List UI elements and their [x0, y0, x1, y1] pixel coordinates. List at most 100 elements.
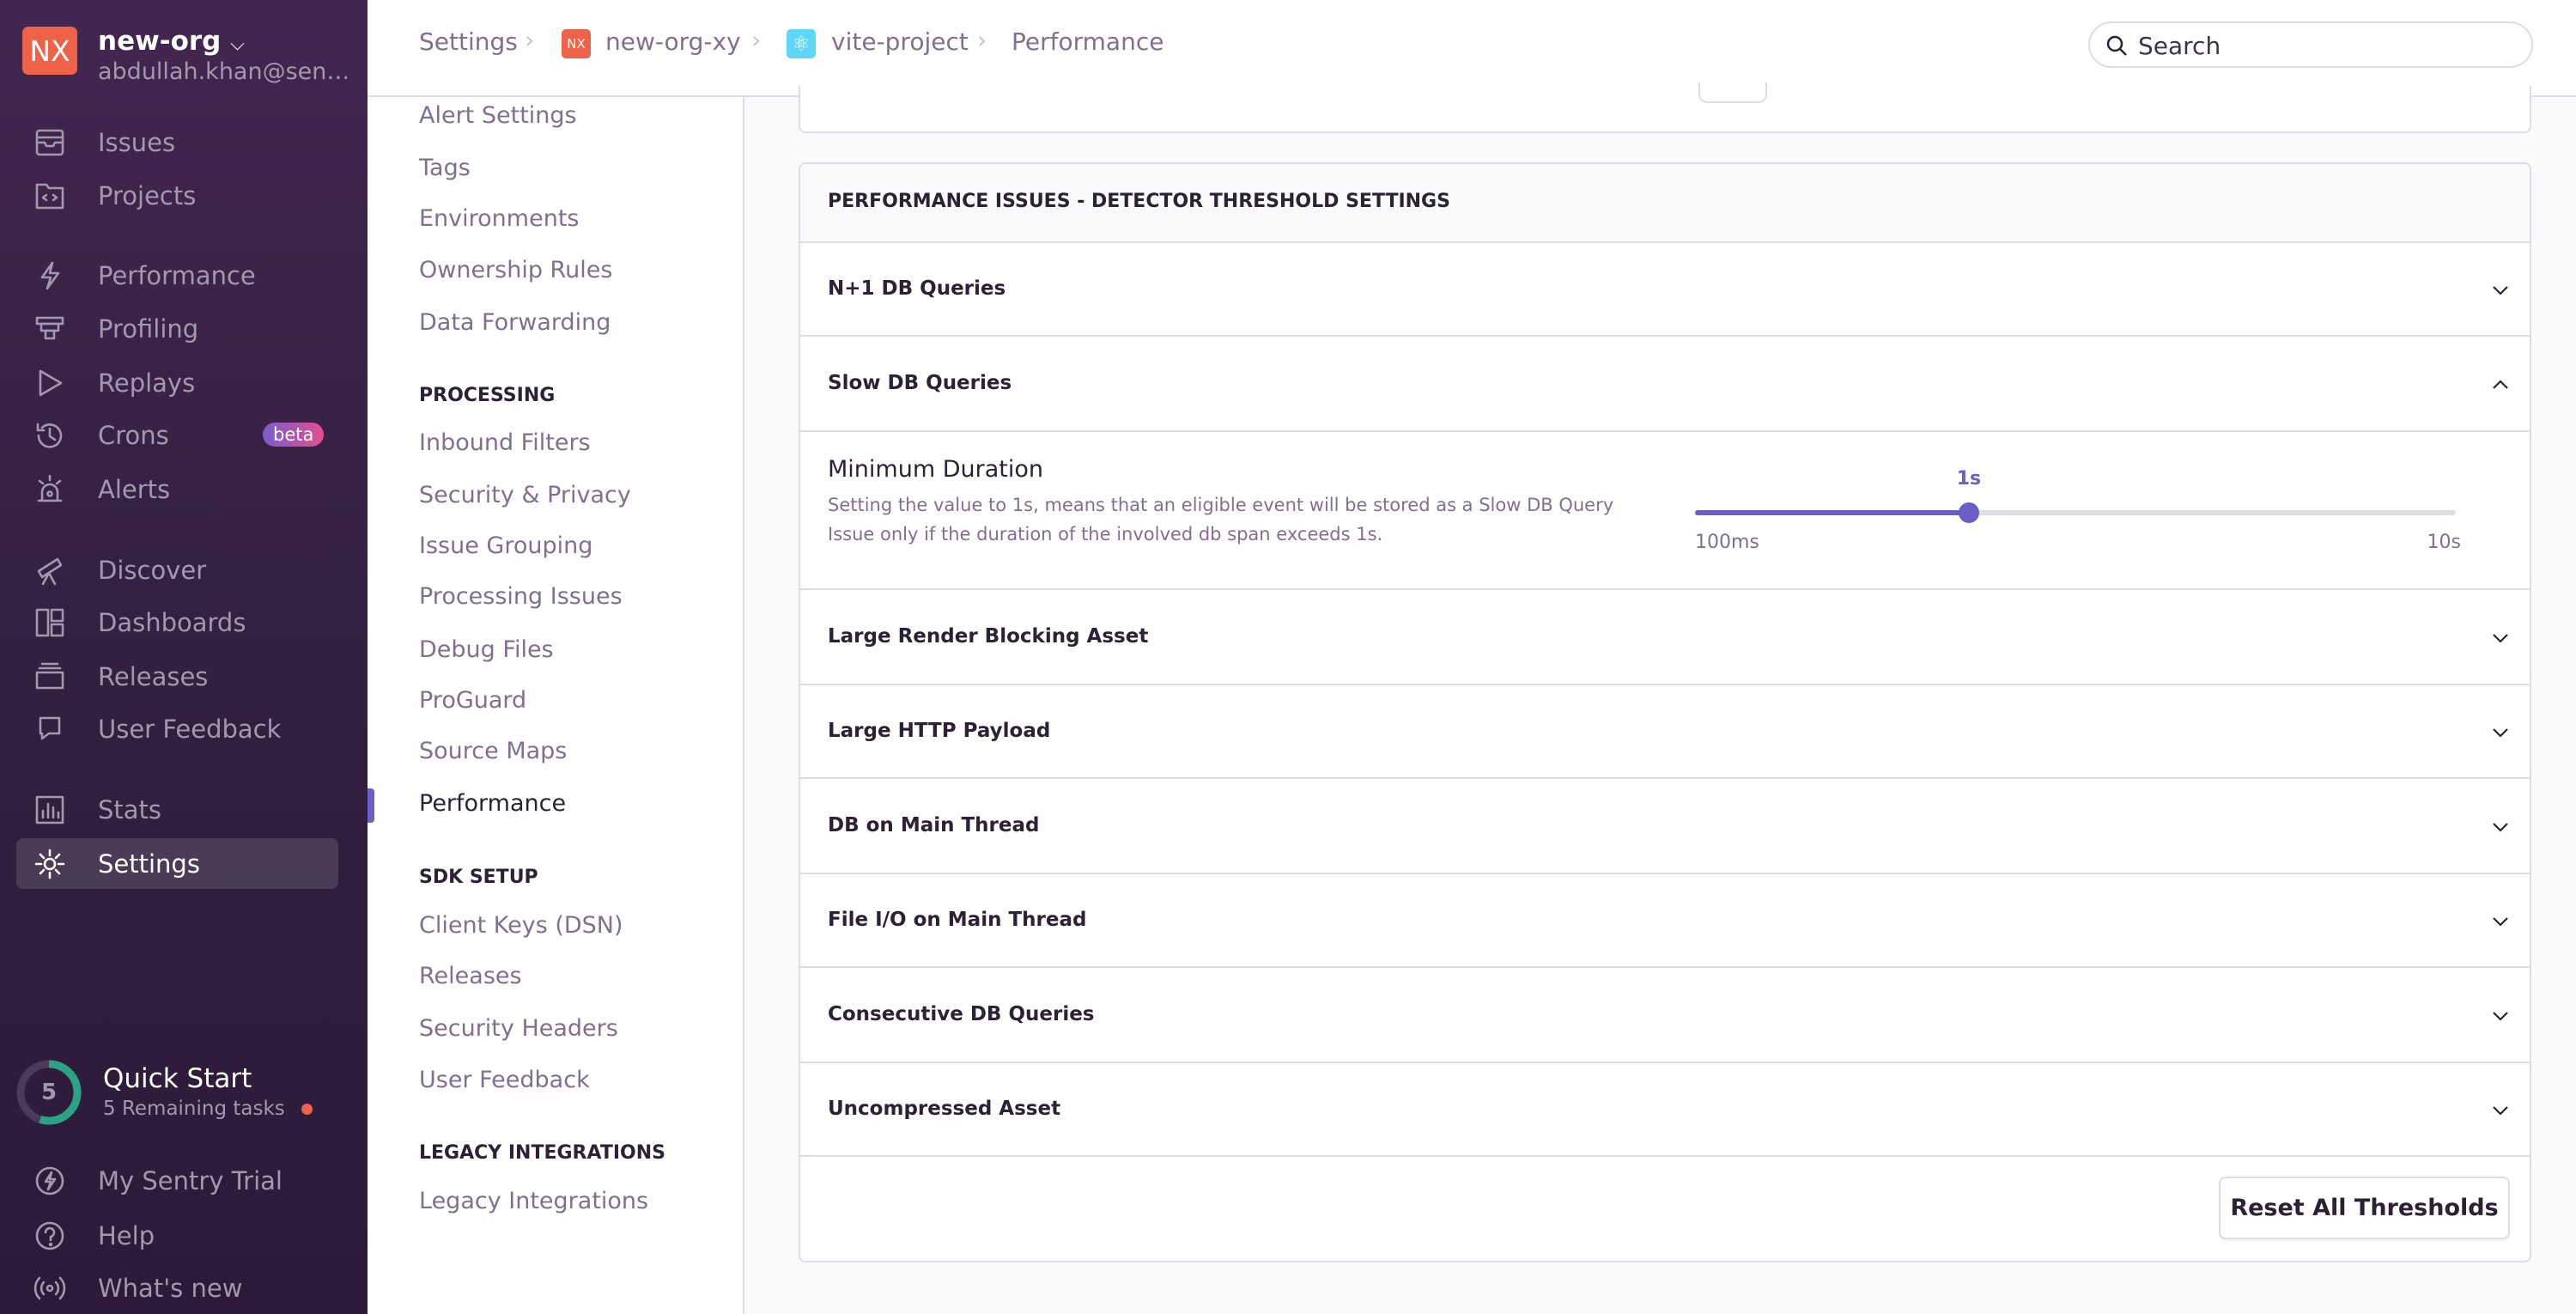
sidebar-item-what-s-new[interactable]: What's new: [33, 1267, 333, 1310]
sidebar-item-performance[interactable]: Performance: [33, 254, 333, 297]
sidebar-item-label: User Feedback: [98, 715, 282, 744]
divider: [800, 430, 2530, 432]
detector-row[interactable]: File I/O on Main Thread: [800, 873, 2530, 966]
breadcrumb-settings[interactable]: Settings: [419, 27, 518, 56]
sidebar-item-settings[interactable]: Settings: [33, 843, 333, 885]
settings-nav-item[interactable]: Client Keys (DSN): [419, 912, 623, 939]
sidebar-item-issues[interactable]: Issues: [33, 121, 333, 164]
settings-nav-item[interactable]: Performance: [419, 790, 567, 817]
settings-nav-item[interactable]: Security Headers: [419, 1015, 618, 1042]
detector-row[interactable]: Consecutive DB Queries: [800, 966, 2530, 1062]
active-highlight: [16, 838, 338, 889]
settings-nav-item[interactable]: Environments: [419, 205, 580, 232]
settings-nav-item[interactable]: Alert Settings: [419, 102, 577, 129]
quick-start-progress-ring[interactable]: 5: [15, 1059, 82, 1126]
siren-icon: [33, 472, 67, 507]
detector-row[interactable]: DB on Main Thread: [800, 777, 2530, 873]
detector-title: Consecutive DB Queries: [828, 1002, 1095, 1025]
reset-all-thresholds-button[interactable]: Reset All Thresholds: [2219, 1177, 2510, 1239]
settings-nav-item[interactable]: Debug Files: [419, 636, 554, 663]
search-input[interactable]: Search: [2088, 21, 2533, 68]
settings-nav-item[interactable]: Issue Grouping: [419, 532, 593, 559]
field-label: Minimum Duration: [828, 456, 1043, 483]
chevron-down-icon[interactable]: [2490, 628, 2511, 648]
sidebar-item-dashboards[interactable]: Dashboards: [33, 601, 333, 644]
settings-nav-item[interactable]: Processing Issues: [419, 583, 623, 610]
chevron-down-icon[interactable]: [2490, 1006, 2511, 1026]
slider-max-label: 10s: [2427, 532, 2461, 553]
sidebar-item-label: Alerts: [98, 475, 171, 504]
settings-nav-item[interactable]: Tags: [419, 155, 471, 181]
partial-control: [1698, 82, 1767, 103]
detector-row[interactable]: Large HTTP Payload: [800, 684, 2530, 777]
chevron-down-icon[interactable]: [2490, 722, 2511, 743]
settings-nav-item[interactable]: Releases: [419, 963, 522, 989]
chevron-down-icon[interactable]: [2490, 817, 2511, 837]
sidebar-item-profiling[interactable]: Profiling: [33, 307, 333, 350]
notification-dot: [301, 1104, 313, 1115]
sidebar-item-label: Stats: [98, 795, 162, 824]
panel-title: PERFORMANCE ISSUES - DETECTOR THRESHOLD …: [828, 191, 1450, 212]
duration-slider[interactable]: 1s 100ms 10s: [1695, 468, 2461, 553]
previous-panel: [799, 82, 2531, 133]
settings-nav-item[interactable]: Ownership Rules: [419, 257, 613, 283]
breadcrumb-project[interactable]: vite-project: [831, 27, 969, 56]
breadcrumb-current: Performance: [1012, 27, 1164, 56]
minimum-duration-field: Minimum Duration Setting the value to 1s…: [800, 430, 2530, 588]
quick-start-subtitle: 5 Remaining tasks: [103, 1098, 313, 1120]
lightning-circle-icon: [33, 1164, 67, 1198]
detector-row[interactable]: N+1 DB Queries: [800, 241, 2530, 335]
quick-start-count: 5: [40, 1080, 58, 1105]
sidebar-item-label: Help: [98, 1221, 155, 1250]
breadcrumb-separator: ›: [525, 26, 535, 54]
sidebar-item-label: Settings: [98, 849, 200, 879]
profiling-icon: [33, 312, 67, 346]
settings-nav-item[interactable]: Source Maps: [419, 738, 568, 764]
field-description: Issue only if the duration of the involv…: [828, 524, 1383, 544]
sidebar: NX new-org ⌵ abdullah.khan@sen… Issues Pr…: [0, 0, 368, 1314]
beta-badge: beta: [263, 423, 325, 447]
lightning-icon: [33, 259, 67, 293]
detector-row[interactable]: Large Render Blocking Asset: [800, 588, 2530, 684]
sidebar-item-stats[interactable]: Stats: [33, 788, 333, 831]
settings-nav-item[interactable]: Legacy Integrations: [419, 1188, 649, 1214]
panel-header: PERFORMANCE ISSUES - DETECTOR THRESHOLD …: [800, 164, 2530, 241]
org-switcher[interactable]: new-org ⌵: [98, 26, 245, 57]
field-description: Setting the value to 1s, means that an e…: [828, 495, 1614, 515]
slider-thumb[interactable]: [1958, 502, 1979, 523]
chevron-up-icon[interactable]: [2490, 374, 2511, 395]
chevron-down-icon[interactable]: [2490, 911, 2511, 932]
chevron-down-icon[interactable]: [2490, 1100, 2511, 1121]
sidebar-item-replays[interactable]: Replays: [33, 362, 333, 405]
settings-nav-item[interactable]: Security & Privacy: [419, 482, 631, 508]
chevron-down-icon: ⌵: [230, 33, 245, 55]
settings-nav-item[interactable]: User Feedback: [419, 1067, 590, 1093]
user-email: abdullah.khan@sen…: [98, 58, 347, 85]
sidebar-item-releases[interactable]: Releases: [33, 655, 333, 698]
settings-nav-heading: SDK SETUP: [419, 867, 538, 888]
search-icon: [2106, 35, 2127, 56]
sidebar-item-projects[interactable]: Projects: [33, 174, 333, 217]
settings-nav-item[interactable]: ProGuard: [419, 687, 527, 714]
settings-nav-item[interactable]: Data Forwarding: [419, 309, 611, 336]
sidebar-item-label: Replays: [98, 368, 196, 398]
sidebar-item-alerts[interactable]: Alerts: [33, 468, 333, 511]
quick-start-title[interactable]: Quick Start: [103, 1063, 252, 1094]
breadcrumb-org[interactable]: new-org-xy: [605, 27, 741, 56]
chevron-down-icon[interactable]: [2490, 280, 2511, 301]
detector-row[interactable]: Slow DB Queries: [800, 335, 2530, 430]
folder-code-icon: [33, 179, 67, 213]
sidebar-item-my-sentry-trial[interactable]: My Sentry Trial: [33, 1159, 333, 1202]
sidebar-item-user-feedback[interactable]: User Feedback: [33, 708, 333, 751]
org-avatar[interactable]: NX: [22, 27, 77, 75]
search-placeholder: Search: [2138, 32, 2221, 60]
settings-nav-item[interactable]: Inbound Filters: [419, 429, 591, 456]
sidebar-item-crons[interactable]: Crons: [33, 414, 333, 457]
sidebar-item-help[interactable]: Help: [33, 1214, 333, 1257]
play-icon: [33, 366, 67, 400]
detector-title: Uncompressed Asset: [828, 1097, 1061, 1120]
gear-icon: [33, 847, 67, 881]
detector-row[interactable]: Uncompressed Asset: [800, 1062, 2530, 1155]
broadcast-icon: [33, 1271, 67, 1305]
sidebar-item-discover[interactable]: Discover: [33, 549, 333, 592]
